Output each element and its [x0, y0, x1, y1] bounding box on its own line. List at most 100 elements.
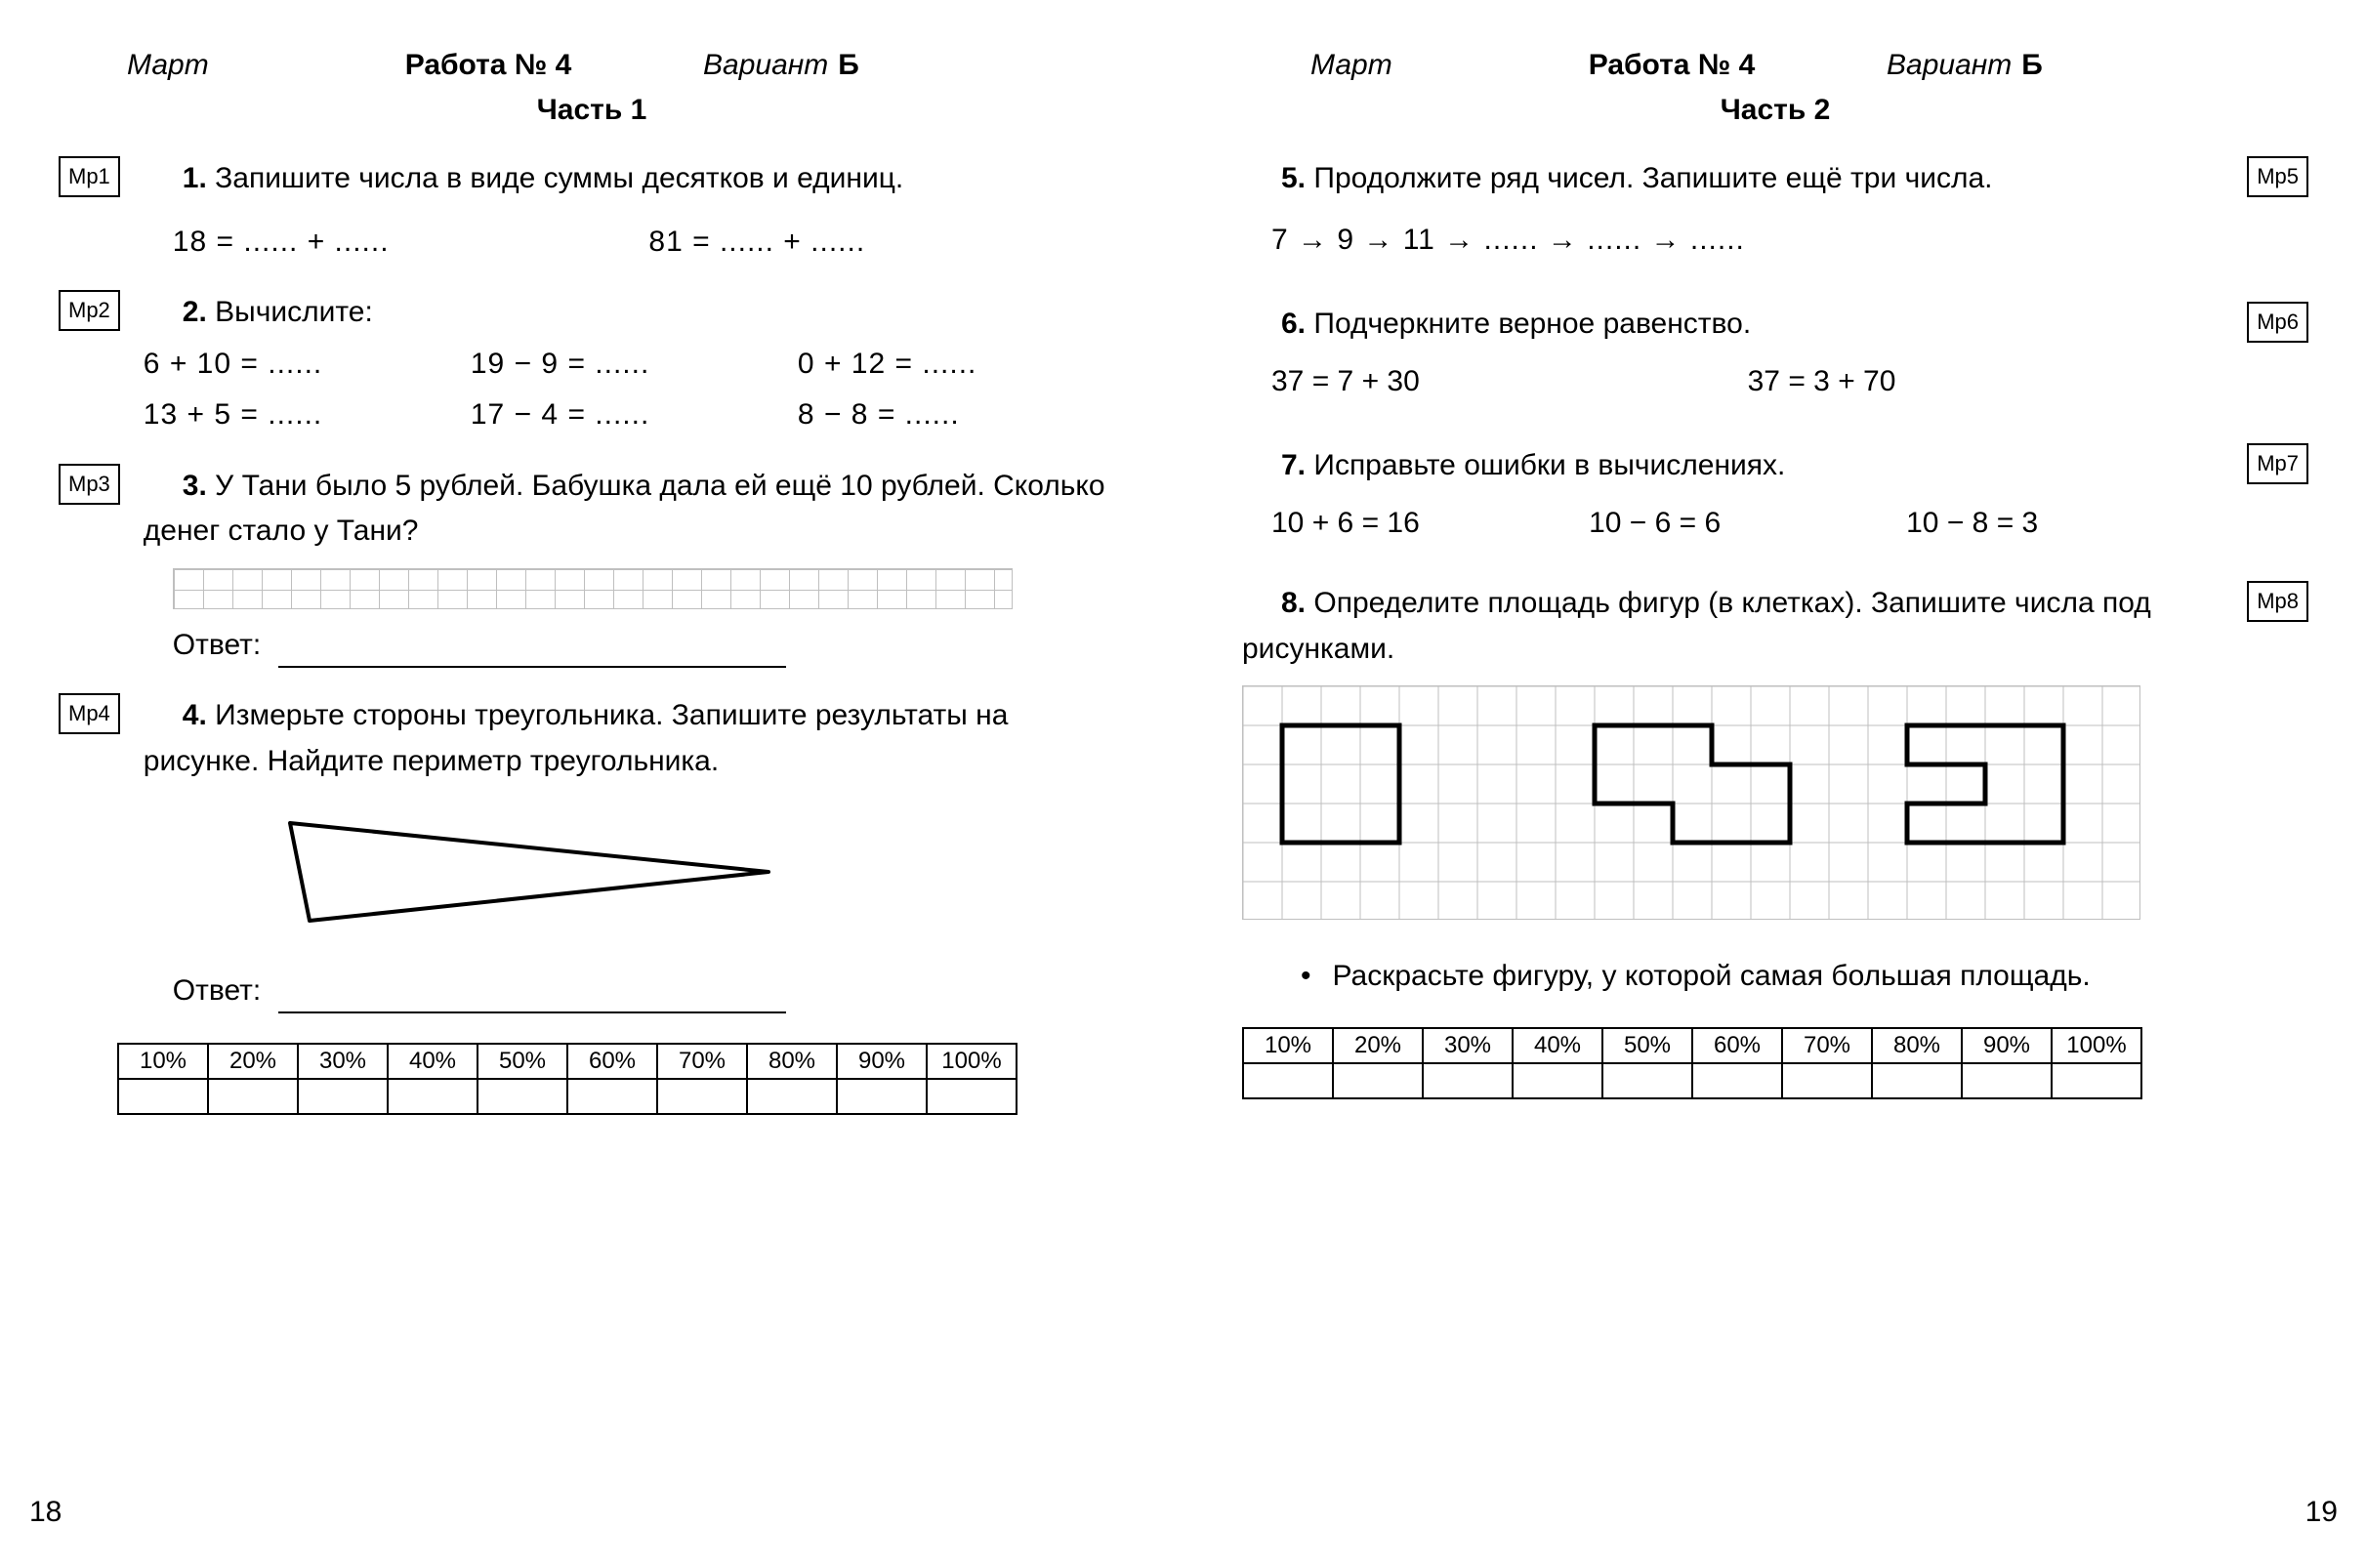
task-text: Вычислите: — [215, 296, 373, 328]
percent-cell — [1872, 1063, 1962, 1098]
equation: 6 + 10 = ...... — [144, 342, 471, 388]
mp-badge: Мр1 — [59, 156, 120, 197]
percent-cell: 70% — [1782, 1028, 1872, 1063]
answer-grid-strip — [173, 568, 1013, 609]
page-spread: Март Работа № 4 Вариант Б Часть 1 Мр1 1.… — [0, 0, 2367, 1568]
task-2: Мр2 2. Вычислите: 6 + 10 = ...... 19 − 9… — [59, 290, 1125, 438]
mp-badge: Мр8 — [2247, 581, 2308, 622]
percent-cell — [1423, 1063, 1513, 1098]
percent-cell — [1962, 1063, 2052, 1098]
task-number: 2. — [183, 296, 207, 328]
equation: 10 − 6 = 6 — [1589, 501, 1906, 547]
header-left: Март Работа № 4 Вариант Б — [59, 49, 1125, 82]
task-8: Мр8 8. Определите площадь фигур (в клетк… — [1242, 581, 2308, 998]
percent-cell — [1243, 1063, 1333, 1098]
task-number: 8. — [1281, 587, 1306, 619]
percent-cell — [657, 1079, 747, 1114]
percent-cell: 100% — [2052, 1028, 2141, 1063]
percent-cell — [1602, 1063, 1692, 1098]
task-number: 3. — [183, 470, 207, 502]
mp-badge: Мр6 — [2247, 302, 2308, 343]
month-label: Март — [59, 49, 312, 82]
percent-cell — [927, 1079, 1017, 1114]
percent-cell: 20% — [1333, 1028, 1423, 1063]
bullet-text: Раскрасьте фигуру, у которой самая больш… — [1333, 954, 2091, 998]
task-5: Мр5 5. Продолжите ряд чисел. Запишите ещ… — [1242, 156, 2308, 263]
equation: 18 = ...... + ...... — [173, 220, 649, 266]
triangle-icon — [280, 804, 788, 940]
percent-cell — [837, 1079, 927, 1114]
equation: 10 + 6 = 16 — [1271, 501, 1589, 547]
percent-cell — [478, 1079, 567, 1114]
task-text: Запишите числа в виде суммы десятков и е… — [215, 162, 903, 194]
variant-label: Вариант — [703, 49, 828, 82]
percent-cell: 80% — [747, 1044, 837, 1079]
percent-cell — [118, 1079, 208, 1114]
task-1: Мр1 1. Запишите числа в виде суммы десят… — [59, 156, 1125, 265]
task-number: 5. — [1281, 162, 1306, 194]
percent-cell — [1333, 1063, 1423, 1098]
percent-cell: 10% — [1243, 1028, 1333, 1063]
percent-cell: 10% — [118, 1044, 208, 1079]
task-6: Мр6 6. Подчеркните верное равенство. 37 … — [1242, 302, 2308, 404]
task-text: Измерьте стороны треугольника. Запишите … — [144, 699, 1009, 777]
triangle-figure — [280, 804, 1125, 955]
grid-shapes-icon — [1242, 685, 2140, 920]
percent-cell — [208, 1079, 298, 1114]
bullet-icon: • — [1301, 954, 1311, 998]
task-4: Мр4 4. Измерьте стороны треугольника. За… — [59, 693, 1125, 1013]
percent-cell — [1513, 1063, 1602, 1098]
percent-cell: 30% — [298, 1044, 388, 1079]
percent-cell: 50% — [478, 1044, 567, 1079]
equation: 37 = 3 + 70 — [1748, 359, 2224, 405]
equation: 81 = ...... + ...... — [648, 220, 1125, 266]
percent-cell: 20% — [208, 1044, 298, 1079]
equation: 10 − 8 = 3 — [1906, 501, 2223, 547]
equation: 19 − 9 = ...... — [471, 342, 798, 388]
percent-table-right: 10%20%30%40%50%60%70%80%90%100% — [1242, 1027, 2142, 1099]
mp-badge: Мр4 — [59, 693, 120, 734]
task-number: 1. — [183, 162, 207, 194]
percent-cell: 40% — [388, 1044, 478, 1079]
percent-cell: 90% — [837, 1044, 927, 1079]
percent-cell: 90% — [1962, 1028, 2052, 1063]
page-right: Март Работа № 4 Вариант Б Часть 2 Мр5 5.… — [1184, 20, 2367, 1548]
page-number-right: 19 — [2305, 1496, 2338, 1529]
percent-cell: 80% — [1872, 1028, 1962, 1063]
percent-cell — [1692, 1063, 1782, 1098]
percent-cell: 60% — [1692, 1028, 1782, 1063]
variant-value: Б — [2021, 49, 2043, 82]
percent-cell: 30% — [1423, 1028, 1513, 1063]
percent-cell — [747, 1079, 837, 1114]
percent-cell: 40% — [1513, 1028, 1602, 1063]
equation: 17 − 4 = ...... — [471, 392, 798, 438]
header-right: Март Работа № 4 Вариант Б — [1242, 49, 2308, 82]
task-text: Продолжите ряд чисел. Запишите ещё три ч… — [1313, 162, 1992, 194]
task-7: Мр7 7. Исправьте ошибки в вычислениях. 1… — [1242, 443, 2308, 546]
task-text: Подчеркните верное равенство. — [1313, 308, 1751, 340]
task-text: Определите площадь фигур (в клетках). За… — [1242, 587, 2151, 665]
percent-cell: 60% — [567, 1044, 657, 1079]
sequence: 7 → 9 → 11 → ...... → ...... → ...... — [1271, 218, 2223, 264]
answer-blank — [278, 633, 786, 668]
mp-badge: Мр5 — [2247, 156, 2308, 197]
percent-cell — [1782, 1063, 1872, 1098]
percent-cell — [567, 1079, 657, 1114]
percent-cell — [2052, 1063, 2141, 1098]
variant-value: Б — [838, 49, 859, 82]
answer-label: Ответ: — [173, 623, 261, 669]
equation: 8 − 8 = ...... — [798, 392, 1125, 438]
task-number: 7. — [1281, 449, 1306, 481]
percent-cell: 50% — [1602, 1028, 1692, 1063]
task-number: 6. — [1281, 308, 1306, 340]
equation: 13 + 5 = ...... — [144, 392, 471, 438]
percent-table-left: 10%20%30%40%50%60%70%80%90%100% — [117, 1043, 1017, 1115]
part-title-right: Часть 2 — [1242, 94, 2308, 127]
percent-cell: 70% — [657, 1044, 747, 1079]
variant-label: Вариант — [1887, 49, 2012, 82]
answer-blank — [278, 978, 786, 1013]
part-title-left: Часть 1 — [59, 94, 1125, 127]
equation: 37 = 7 + 30 — [1271, 359, 1748, 405]
task-text: У Тани было 5 рублей. Бабушка дала ей ещ… — [144, 470, 1105, 548]
work-label: Работа № 4 — [312, 49, 664, 82]
